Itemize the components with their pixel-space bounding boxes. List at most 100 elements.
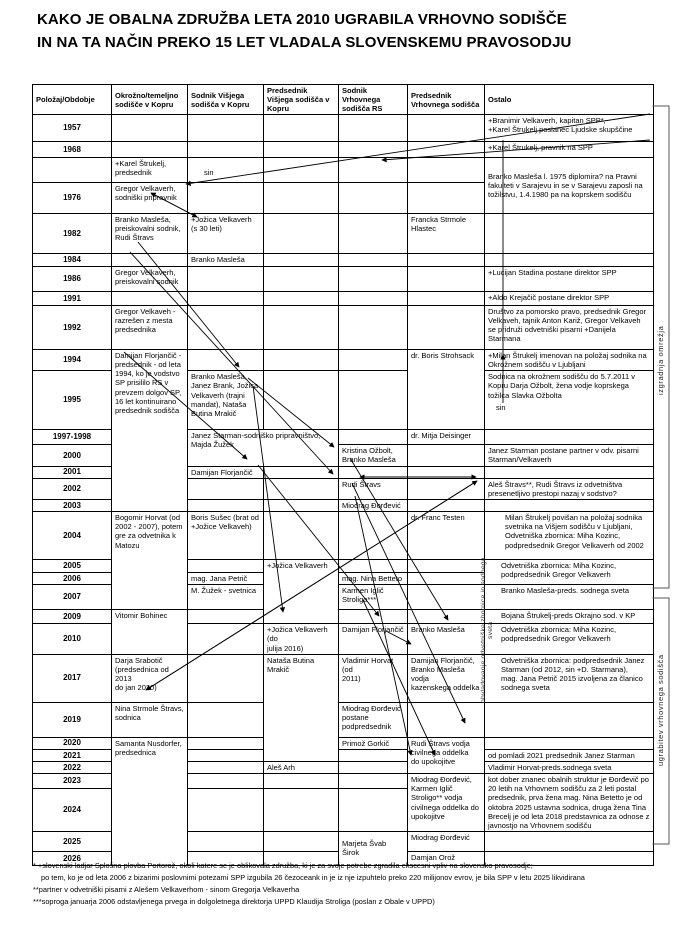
year-2006: 2006 (32, 572, 112, 586)
table-row: 1991 +Aldo Krejačič postane direktor SPP (32, 291, 654, 306)
cell-2019-col4: Miodrag Đorđević postane podpredsednik (338, 701, 408, 738)
empty-cell (484, 213, 654, 254)
empty-cell (338, 370, 408, 431)
table-row: 2004 Bogomir Horvat (od 2002 - 2007), pot… (32, 511, 654, 611)
empty-cell (407, 141, 485, 158)
empty-cell (338, 141, 408, 158)
empty-cell (187, 498, 264, 513)
empty-cell (338, 213, 408, 254)
cell-2004-col1: Bogomir Horvat (od 2002 - 2007), potem g… (111, 511, 188, 611)
table-row: +Karel Štrukelj, predsednik Branko Masleš… (32, 157, 654, 214)
cell-2004-col2: Boris Sušec (brat od +Jožice Velkaveh) (187, 511, 264, 561)
cell-2022-col3: Aleš Arh (263, 760, 339, 775)
cell-2004-col6: Milan Štrukelj povišan na položaj sodnik… (484, 511, 654, 561)
year-2007: 2007 (32, 584, 112, 611)
judiciary-timeline-grid: Položaj/Obdobje Okrožno/temeljno sodišče … (32, 84, 654, 866)
empty-cell (263, 773, 339, 789)
empty-cell (484, 850, 654, 866)
cell-1992-col6: Društvo za pomorsko pravo, predsednik Gr… (484, 305, 654, 350)
cell-1991-col6: +Aldo Krejačič postane direktor SPP (484, 291, 654, 306)
empty-cell (263, 213, 339, 254)
cell-2007-col6: Branko Masleša-preds. sodnega sveta (484, 584, 654, 611)
empty-cell (187, 141, 264, 158)
table-row: 1968 +Karel Štrukelj, pravnik na SPP (32, 141, 654, 158)
cell-2020-col4: Primož Gorkič (338, 736, 408, 750)
cell-2025-col4: Marjeta Švab Širok (338, 830, 408, 866)
empty-cell (407, 253, 485, 267)
year-2023: 2023 (32, 773, 112, 789)
cell-2001-col2: Damijan Florjančič (187, 465, 264, 479)
empty-cell (111, 291, 188, 306)
cell-2017-col4: Vladimir Horvat (od 2011) (338, 653, 408, 703)
empty-cell (338, 266, 408, 292)
year-1976: 1976 (32, 182, 112, 214)
empty-cell (263, 348, 339, 372)
empty-cell (407, 477, 485, 500)
year-2017: 2017 (32, 653, 112, 703)
year-1982: 1982 (32, 213, 112, 254)
table-row: 1957 +Branimir Velkaverh, kapitan SPP*, +… (32, 114, 654, 142)
cell-2009-col1: Vitomir Bohinec (111, 609, 188, 655)
empty-cell (187, 787, 264, 832)
cell-2020-col1: Samanta Nusdorfer, predsednica (111, 736, 188, 866)
empty-cell (338, 748, 408, 762)
cell-2019-col1: Nina Strmole Štravs, sodnica (111, 701, 188, 738)
year-1984: 1984 (32, 253, 112, 267)
column-header-2: Sodnik Višjega sodišča v Kopru (187, 84, 264, 115)
empty-cell (187, 559, 264, 574)
cell-2003-col4: Miodrag Đorđević (338, 498, 408, 513)
table-row: 2009 Vitomir Bohinec Bojana Štrukelj-preds… (32, 609, 654, 655)
table-row: 2025 Marjeta Švab Širok Miodrag Đorđević (32, 830, 654, 866)
empty-cell (187, 114, 264, 142)
cell-2010-col6: Odvetniška zbornica: Miha Kozinc, podpre… (484, 623, 654, 655)
empty-cell (338, 157, 408, 183)
inner-label-bar-association: obvladovanje odvetniške zbornice in sodn… (480, 557, 494, 703)
sin-annotation-velkaverh: sin (203, 168, 215, 177)
empty-cell (263, 182, 339, 214)
cell-2017-col1: Darja Srabotič (predsednica od 2013 do j… (111, 653, 188, 703)
empty-cell (338, 465, 408, 479)
column-header-1: Okrožno/temeljno sodišče v Kopru (111, 84, 188, 115)
empty-cell (263, 266, 339, 292)
sin-annotation-strukelj: sin (495, 403, 507, 412)
cell-2017-col3: Nataša Butina Mrakič (263, 653, 339, 762)
empty-cell (263, 830, 339, 852)
table-row: 1986 Gregor Velkaverh, preiskovalni sodni… (32, 266, 654, 292)
year-2021: 2021 (32, 748, 112, 762)
empty-cell (484, 498, 654, 513)
cell-1984-col2: Branko Masleša (187, 253, 264, 267)
side-label-supreme-court-hijack: ugrabitev vrhovnega sodišča (656, 654, 665, 766)
footnote-3: ***soproga januarja 2006 odstavljenega p… (33, 896, 435, 906)
table-row: 1982 Branko Masleša, preiskovalni sodnik,… (32, 213, 654, 254)
year-2001: 2001 (32, 465, 112, 479)
empty-cell (263, 465, 339, 479)
year-2004: 2004 (32, 511, 112, 561)
cell-2023-col5: Miodrag Đorđević, Karmen Iglič Stroligo*… (407, 773, 485, 832)
empty-cell (263, 305, 339, 350)
cell-2009-col6: Bojana Štrukelj-preds Okrajno sod. v KP (484, 609, 654, 625)
table-row: 2024 (32, 787, 654, 832)
empty-cell (338, 773, 408, 789)
cell-2023-col6: kot dober znanec obalnih struktur je Đor… (484, 773, 654, 832)
empty-cell (407, 498, 485, 513)
footnote-1: * +slovenski ladjar Splošna plovba Porto… (33, 861, 533, 870)
cell-1992-col1: Gregor Velkaveh - razrešen z mesta preds… (111, 305, 188, 350)
footnote-2: **partner v odvetniški pisarni z Alešem … (33, 884, 300, 894)
empty-cell (338, 253, 408, 267)
table-row: 1992 Gregor Velkaveh - razrešen z mesta p… (32, 305, 654, 350)
cell-2006-col4: mag. Nina Betteto (338, 572, 408, 586)
cell-1968-col6: +Karel Štrukelj, pravnik na SPP (484, 141, 654, 158)
empty-cell (338, 429, 408, 446)
cell-2021-col6: od pomladi 2021 predsednik Janez Starman (484, 748, 654, 762)
empty-cell (338, 114, 408, 142)
empty-cell (484, 253, 654, 267)
empty-cell (407, 182, 485, 214)
empty-cell (263, 291, 339, 306)
empty-cell (263, 114, 339, 142)
empty-cell (263, 787, 339, 832)
cell-r2-col1: +Karel Štrukelj, predsednik (111, 157, 188, 183)
empty-cell (187, 830, 264, 852)
cell-1976-col1: Gregor Velkaverh, sodniški pripravnik (111, 182, 188, 214)
year-2022: 2022 (32, 760, 112, 775)
year-1994: 1994 (32, 348, 112, 372)
